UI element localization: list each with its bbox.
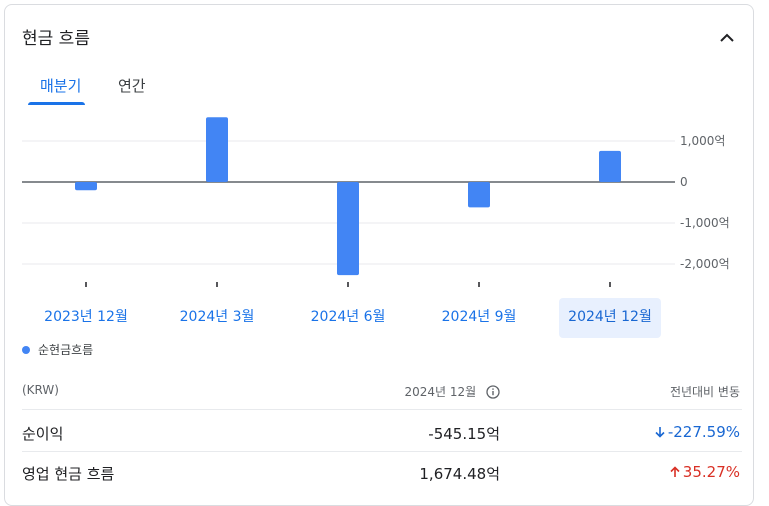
bar: [468, 182, 490, 208]
chart-legend: 순현금흐름: [22, 341, 93, 358]
section-title: 현금 흐름: [22, 29, 90, 49]
info-icon[interactable]: [486, 385, 500, 399]
y-tick-label: 0: [680, 175, 688, 189]
y-tick-label: -2,000억: [680, 257, 730, 271]
row-label-operating-cash-flow: 영업 현금 흐름: [22, 465, 115, 483]
arrow-up-icon: [670, 466, 680, 477]
row-value-operating-cash-flow: 1,674.48억: [419, 465, 500, 483]
bar: [337, 182, 359, 276]
period-label: 2024년 12월: [404, 385, 477, 399]
cash-flow-card: 현금 흐름 매분기 연간 1,000억 0 -1,000억 -2,000억 2023년…: [4, 4, 754, 506]
row-label-net-income: 순이익: [22, 425, 64, 443]
legend-dot: [22, 345, 30, 354]
change-value: 35.27%: [682, 463, 740, 481]
y-tick-label: -1,000억: [680, 216, 730, 230]
change-value: -227.59%: [667, 423, 740, 441]
tab-annual[interactable]: 연간: [118, 77, 146, 95]
row-change-net-income: -227.59%: [654, 423, 740, 441]
y-tick-label: 1,000억: [680, 134, 725, 148]
x-tick-label[interactable]: 2024년 3월: [179, 309, 255, 325]
legend-label: 순현금흐름: [38, 343, 94, 357]
arrow-down-icon: [655, 427, 665, 438]
row-divider: [22, 451, 742, 452]
x-tick-label[interactable]: 2024년 12월: [559, 298, 661, 338]
bar: [206, 117, 228, 182]
bar: [75, 182, 97, 191]
collapse-button[interactable]: [713, 23, 741, 51]
x-tick-label[interactable]: 2024년 6월: [310, 309, 386, 325]
change-header: 전년대비 변동: [669, 385, 740, 399]
unit-label: (KRW): [22, 383, 59, 397]
row-divider: [22, 409, 742, 410]
x-tick-label[interactable]: 2023년 12월: [44, 309, 128, 325]
row-value-net-income: -545.15억: [428, 425, 500, 443]
bar: [599, 150, 621, 182]
tab-quarterly[interactable]: 매분기: [40, 77, 82, 95]
x-tick-label[interactable]: 2024년 9월: [441, 309, 517, 325]
active-tab-indicator: [28, 102, 85, 105]
period-header: 2024년 12월: [404, 383, 500, 400]
row-change-operating-cash-flow: 35.27%: [669, 463, 740, 481]
cash-flow-chart: 1,000억 0 -1,000억 -2,000억: [22, 117, 730, 287]
chevron-up-icon: [720, 33, 734, 42]
